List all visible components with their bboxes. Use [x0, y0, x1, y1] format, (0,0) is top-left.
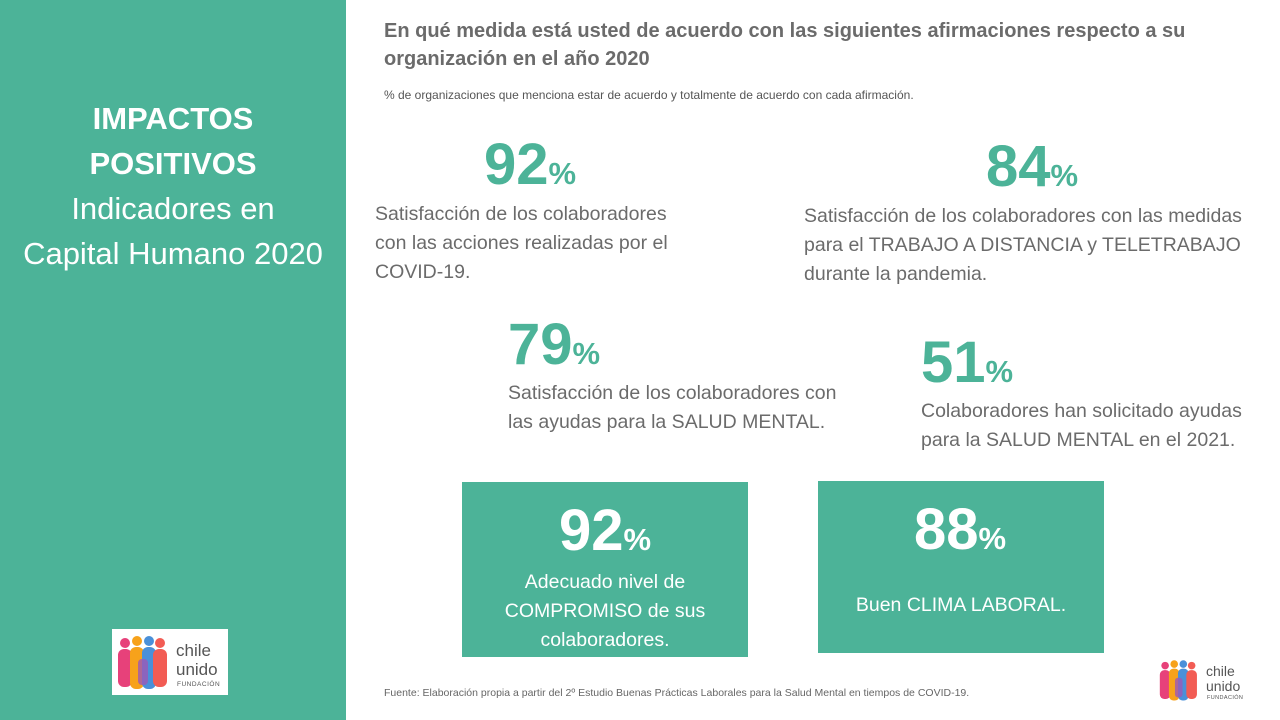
source-note: Fuente: Elaboración propia a partir del … [384, 687, 970, 699]
stat-box-compromiso: 92% Adecuado nivel de COMPROMISO de sus … [462, 482, 748, 657]
stat-3-desc-line-1: Satisfacción de los colaboradores con [508, 382, 837, 404]
box-1-desc-line-2: COMPROMISO de sus [504, 600, 706, 622]
stat-1-description: Satisfacción de los colaboradores con la… [375, 200, 668, 287]
chile-unido-logo-sidebar: chile unido FUNDACIÓN [112, 629, 228, 695]
people-figures-icon [1159, 660, 1197, 701]
stat-3-unit: % [572, 336, 601, 371]
sidebar-title: IMPACTOS POSITIVOS Indicadores en Capita… [0, 96, 346, 276]
stat-2-desc-line-3: durante la pandemia. [804, 263, 988, 285]
people-figures-icon [118, 636, 167, 689]
box-1-value: 92% [462, 502, 748, 560]
stat-1-desc-line-3: COVID-19. [375, 261, 471, 283]
sidebar-title-bold-1: IMPACTOS [92, 101, 254, 136]
stat-3-number: 79 [508, 312, 573, 377]
stat-1-desc-line-2: con las acciones realizadas por el [375, 232, 668, 254]
stat-1-value: 92% [484, 136, 576, 194]
stat-2-desc-line-2: para el TRABAJO A DISTANCIA y TELETRABAJ… [804, 234, 1241, 256]
stat-2-value: 84% [986, 138, 1078, 196]
box-1-number: 92 [558, 498, 624, 563]
stat-2-unit: % [1050, 158, 1079, 193]
logo-word-3: FUNDACIÓN [177, 681, 221, 688]
corner-logo-word-1: chile [1206, 663, 1235, 679]
page-subtitle: % de organizaciones que menciona estar d… [384, 88, 914, 102]
stat-4-number: 51 [921, 330, 986, 395]
stat-4-unit: % [985, 354, 1014, 389]
sidebar-title-bold-2: POSITIVOS [89, 146, 257, 181]
sidebar-panel: IMPACTOS POSITIVOS Indicadores en Capita… [0, 0, 346, 720]
corner-logo-word-2: unido [1206, 678, 1241, 694]
stat-2-desc-line-1: Satisfacción de los colaboradores con la… [804, 205, 1242, 227]
stat-3-desc-line-2: las ayudas para la SALUD MENTAL. [508, 411, 826, 433]
box-1-desc-line-3: colaboradores. [540, 629, 670, 651]
box-2-number: 88 [913, 497, 979, 562]
box-2-desc-line-1: Buen CLIMA LABORAL. [855, 594, 1067, 616]
stat-3-value: 79% [508, 316, 600, 374]
stat-box-clima-laboral: 88% Buen CLIMA LABORAL. [818, 481, 1104, 653]
stat-4-desc-line-1: Colaboradores han solicitado ayudas [921, 400, 1242, 422]
page-title-line-2: organización en el año 2020 [384, 48, 650, 70]
logo-word-1: chile [176, 641, 211, 660]
page-title: En qué medida está usted de acuerdo con … [384, 17, 1244, 73]
stat-2-number: 84 [986, 134, 1051, 199]
chile-unido-logo-corner: chile unido FUNDACIÓN [1154, 655, 1254, 705]
logo-word-2: unido [176, 660, 218, 679]
box-2-value: 88% [818, 501, 1104, 559]
corner-logo-word-3: FUNDACIÓN [1207, 695, 1244, 701]
box-1-unit: % [623, 522, 652, 557]
stat-4-desc-line-2: para la SALUD MENTAL en el 2021. [921, 429, 1236, 451]
stat-4-description: Colaboradores han solicitado ayudas para… [921, 397, 1242, 455]
stat-3-description: Satisfacción de los colaboradores con la… [508, 379, 836, 437]
stat-1-unit: % [548, 156, 577, 191]
box-2-unit: % [978, 521, 1007, 556]
stat-4-value: 51% [921, 334, 1013, 392]
stat-1-desc-line-1: Satisfacción de los colaboradores [375, 203, 667, 225]
stat-2-description: Satisfacción de los colaboradores con la… [804, 202, 1242, 289]
stat-1-number: 92 [484, 132, 549, 197]
sidebar-title-light-1: Indicadores en [71, 191, 275, 226]
box-1-desc-line-1: Adecuado nivel de [524, 571, 686, 593]
sidebar-title-light-2: Capital Humano 2020 [23, 236, 323, 271]
page-title-line-1: En qué medida está usted de acuerdo con … [384, 20, 1186, 42]
